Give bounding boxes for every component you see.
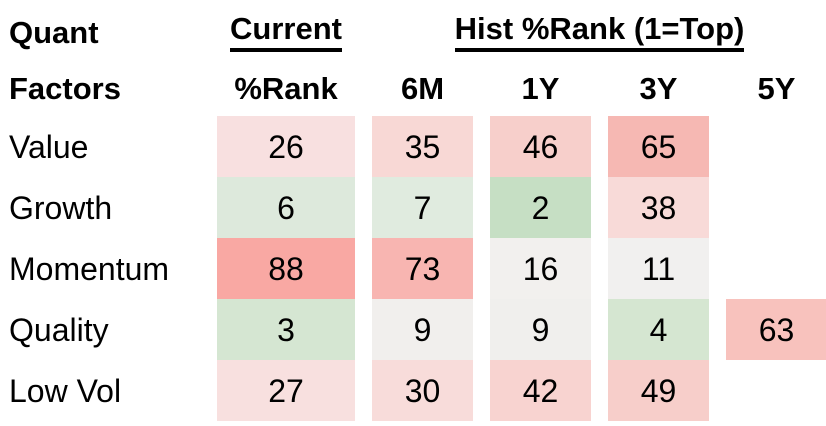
heatmap-cell-quality-1y: 9 (490, 299, 591, 360)
header-group-row: Quant Current Hist %Rank (1=Top) (0, 4, 826, 61)
table-row-value: Value 26 35 46 65 (0, 116, 826, 177)
row-label-growth: Growth (9, 189, 113, 226)
row-label-value: Value (9, 128, 89, 165)
heatmap-cell-value-1y: 46 (490, 116, 591, 177)
heatmap-cell-momentum-3y: 11 (608, 238, 709, 299)
group-header-hist: Hist %Rank (1=Top) (372, 4, 826, 61)
col-header-current-rank: %Rank (234, 71, 338, 106)
heatmap-cell-low-vol-5y (726, 360, 826, 421)
group-header-current: Current (217, 4, 355, 61)
corner-title-line2: Factors (9, 71, 121, 106)
heatmap-cell-momentum-1y: 16 (490, 238, 591, 299)
heatmap-cell-low-vol-3y: 49 (608, 360, 709, 421)
heatmap-cell-low-vol-6m: 30 (372, 360, 473, 421)
heatmap-cell-momentum-6m: 73 (372, 238, 473, 299)
heatmap-cell-momentum-5y (726, 238, 826, 299)
heatmap-cell-momentum-current: 88 (217, 238, 355, 299)
heatmap-cell-quality-3y: 4 (608, 299, 709, 360)
col-header-1y: 1Y (521, 71, 560, 106)
heatmap-cell-growth-1y: 2 (490, 177, 591, 238)
heatmap-cell-growth-6m: 7 (372, 177, 473, 238)
heatmap-cell-quality-6m: 9 (372, 299, 473, 360)
group-header-current-label: Current (230, 13, 342, 52)
col-header-5y: 5Y (757, 71, 796, 106)
heatmap-cell-value-5y (726, 116, 826, 177)
col-header-3y: 3Y (639, 71, 678, 106)
table-row-growth: Growth 6 7 2 38 (0, 177, 826, 238)
heatmap-cell-quality-5y: 63 (726, 299, 826, 360)
header-columns-row: Factors %Rank 6M 1Y 3Y 5Y (0, 61, 826, 116)
row-label-momentum: Momentum (9, 250, 170, 287)
heatmap-cell-value-current: 26 (217, 116, 355, 177)
table-row-quality: Quality 3 9 9 4 63 (0, 299, 826, 360)
heatmap-cell-growth-3y: 38 (608, 177, 709, 238)
group-header-hist-label: Hist %Rank (1=Top) (454, 13, 745, 52)
row-label-quality: Quality (9, 311, 109, 348)
row-label-low-vol: Low Vol (9, 372, 122, 409)
table-row-momentum: Momentum 88 73 16 11 (0, 238, 826, 299)
heatmap-cell-value-6m: 35 (372, 116, 473, 177)
heatmap-cell-growth-current: 6 (217, 177, 355, 238)
heatmap-cell-growth-5y (726, 177, 826, 238)
heatmap-cell-low-vol-1y: 42 (490, 360, 591, 421)
heatmap-cell-quality-current: 3 (217, 299, 355, 360)
heatmap-cell-value-3y: 65 (608, 116, 709, 177)
corner-title-line1: Quant (9, 15, 99, 50)
heatmap-cell-low-vol-current: 27 (217, 360, 355, 421)
table-row-low-vol: Low Vol 27 30 42 49 (0, 360, 826, 421)
col-header-6m: 6M (400, 71, 445, 106)
